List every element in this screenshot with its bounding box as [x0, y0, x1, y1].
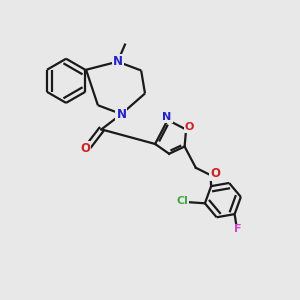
Text: O: O [210, 167, 220, 180]
Text: N: N [112, 55, 123, 68]
Text: N: N [162, 112, 172, 122]
Text: N: N [116, 108, 126, 121]
Text: O: O [80, 142, 91, 155]
Text: Cl: Cl [177, 196, 188, 206]
Text: F: F [234, 224, 241, 234]
Text: O: O [185, 122, 194, 132]
